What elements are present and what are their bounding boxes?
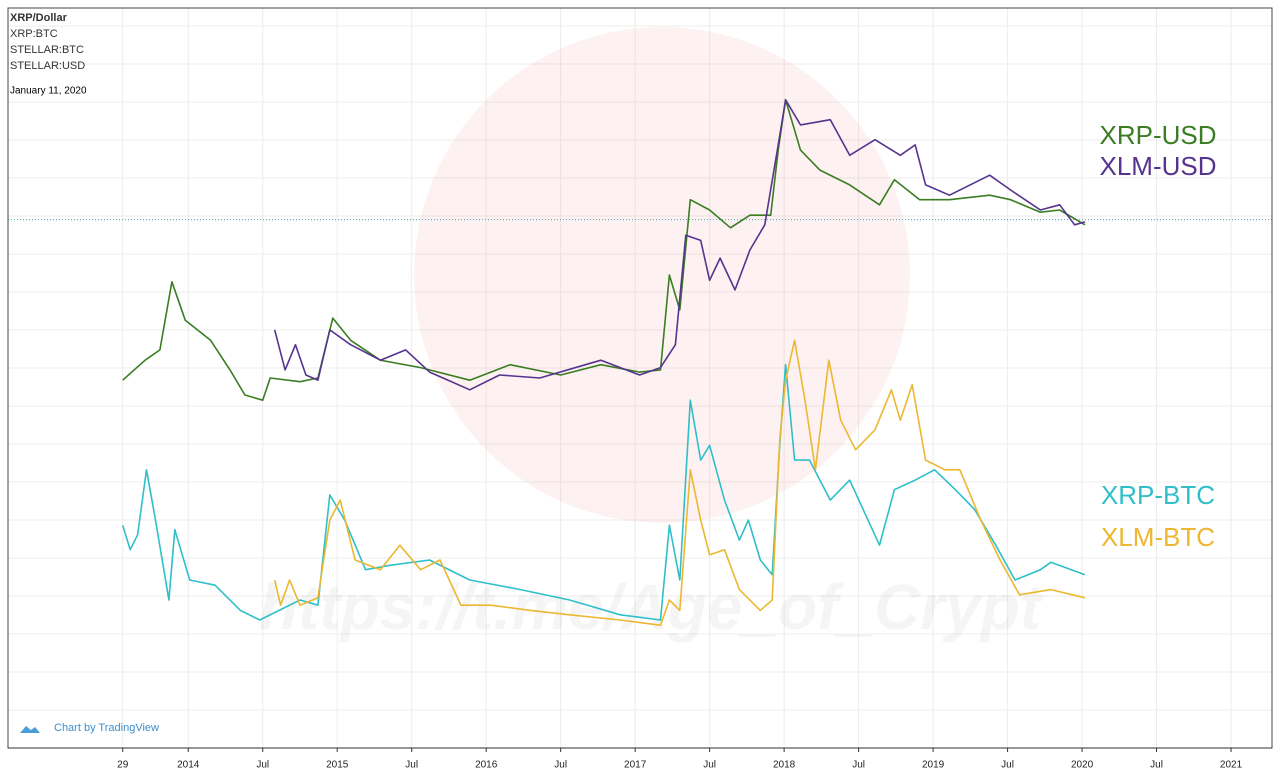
series-label: XLM-BTC: [1101, 522, 1215, 552]
x-tick-label: 2020: [1071, 760, 1094, 771]
logo-watermark: [414, 27, 910, 523]
x-tick-label: Jul: [554, 760, 567, 771]
series-line: [273, 99, 1086, 391]
plot: [8, 99, 1272, 626]
x-tick-label: 2014: [177, 760, 200, 771]
series-label: XRP-USD: [1099, 120, 1216, 150]
grid: [8, 8, 1272, 748]
x-tick-label: Jul: [852, 760, 865, 771]
series-label: XLM-USD: [1099, 151, 1216, 181]
x-tick-label: Jul: [256, 760, 269, 771]
x-tick-label: Jul: [1001, 760, 1014, 771]
x-tick-label: 29: [117, 760, 129, 771]
series-line: [121, 363, 1086, 621]
x-tick-label: 2018: [773, 760, 796, 771]
header-item: STELLAR:BTC: [10, 44, 84, 56]
x-tick-label: Jul: [405, 760, 418, 771]
series-line: [273, 339, 1086, 626]
x-tick-label: Jul: [1150, 760, 1163, 771]
header-item: STELLAR:USD: [10, 60, 85, 72]
credit[interactable]: Chart by TradingView: [54, 722, 159, 734]
header-title: XRP/Dollar: [10, 12, 68, 24]
url-watermark: https://t.me/Age_of_Crypt: [259, 571, 1044, 643]
x-tick-label: Jul: [703, 760, 716, 771]
header-item: XRP:BTC: [10, 28, 58, 40]
tradingview-logo: [20, 726, 40, 733]
date: January 11, 2020: [10, 86, 87, 97]
x-tick-label: 2019: [922, 760, 945, 771]
x-tick-label: 2021: [1220, 760, 1243, 771]
x-tick-label: 2016: [475, 760, 498, 771]
series-label: XRP-BTC: [1101, 480, 1215, 510]
x-tick-label: 2015: [326, 760, 349, 771]
x-tick-label: 2017: [624, 760, 647, 771]
series-line: [122, 99, 1086, 401]
